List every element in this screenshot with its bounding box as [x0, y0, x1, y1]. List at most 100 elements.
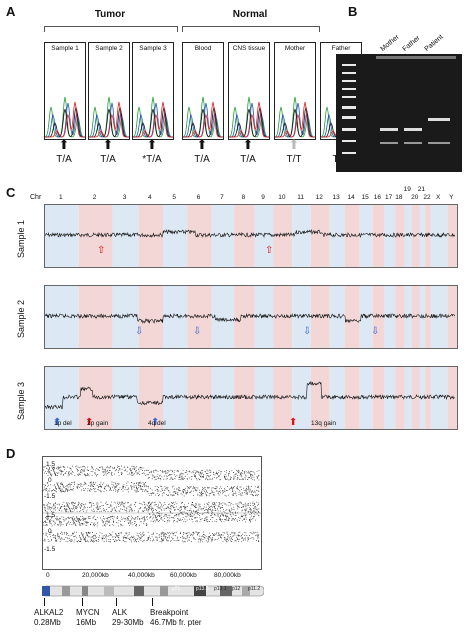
chr-band	[329, 205, 345, 267]
chromatogram-1: Sample 1	[44, 42, 86, 140]
gain-arrow-icon: ⬆	[289, 417, 297, 428]
y-tick: 0	[48, 528, 52, 535]
chr-band	[292, 205, 311, 267]
chr-label-1: 1	[59, 194, 63, 201]
chromosome-ideogram: p21 p13.3 p13.1 p12 p11.2	[41, 584, 265, 597]
sample1-label: Sample 1	[16, 219, 26, 258]
sample3-plot: ⬆ ⬆ ⬆ ⬆	[44, 366, 458, 430]
genotype-label: T/A	[240, 154, 256, 165]
copy-number-trace	[45, 229, 456, 238]
gel-lane-labels: Mother Father Patient	[370, 10, 460, 60]
chr-label-17: 17	[384, 194, 393, 201]
chr-band	[425, 367, 431, 429]
chr-label-12: 12	[315, 194, 323, 201]
gene-mycn: MYCN 16Mb	[76, 608, 100, 627]
chr-label-10: 10	[278, 194, 286, 201]
chr-band	[162, 367, 188, 429]
panel-a-label: A	[6, 4, 16, 19]
genotype-label: T/T	[286, 154, 302, 165]
chr-axis-label: Chr	[30, 194, 42, 201]
tumor-bracket	[44, 26, 178, 32]
x-tick: 80,000kb	[214, 572, 241, 579]
deletion-arrow-icon: ⇩	[303, 326, 311, 337]
chr-label-4: 4	[147, 194, 152, 201]
band-label: p21	[172, 586, 181, 592]
marker-breakpoint	[152, 598, 153, 606]
chr-band	[254, 367, 274, 429]
normal-bracket	[182, 26, 320, 32]
chr-band	[234, 205, 255, 267]
chr-band	[412, 367, 420, 429]
chr-band	[404, 205, 413, 267]
chr-band	[372, 205, 384, 267]
genotype-label: T/A	[56, 154, 72, 165]
chr-label-8: 8	[241, 194, 246, 201]
chr-label-22: 22	[423, 194, 431, 201]
band-label: p13.3	[196, 586, 209, 592]
normal-group-label: Normal	[232, 9, 268, 20]
chr-band	[162, 205, 188, 267]
chromatogram-6: Mother	[274, 42, 316, 140]
x-tick: 40,000kb	[128, 572, 155, 579]
genotype-label: T/A	[100, 154, 116, 165]
marker-alkal2	[44, 598, 45, 606]
marker-mycn	[82, 598, 83, 606]
chr-label-X: X	[436, 194, 441, 201]
chromatogram-2: Sample 2	[88, 42, 130, 140]
chr-label-19: 19	[403, 186, 411, 193]
lane-label-patient: Patient	[423, 33, 445, 53]
chr-label-5: 5	[172, 194, 176, 201]
deletion-arrow-icon: ⬆	[53, 417, 61, 428]
chr-band	[234, 367, 255, 429]
sample3-label: Sample 3	[16, 381, 26, 420]
marker-alk	[116, 598, 117, 606]
chr-band	[383, 367, 396, 429]
chr-band	[45, 367, 79, 429]
sample-name: Sample 2	[95, 45, 123, 52]
gel-image	[336, 54, 462, 172]
chr-band	[344, 205, 360, 267]
y-tick: -1.5	[44, 546, 56, 553]
y-tick: -1.5	[44, 493, 56, 500]
deletion-arrow-icon: ⇩	[135, 326, 143, 337]
genotype-arrow: ⬆	[196, 137, 208, 152]
gain-arrow-icon: ⇧	[97, 245, 105, 256]
annot-13q-gain: 13q gain	[311, 420, 336, 427]
gel-bands	[342, 56, 456, 154]
tumor-group-label: Tumor	[94, 9, 126, 20]
sample2-label: Sample 2	[16, 299, 26, 338]
annot-1p-del: 1p del	[54, 420, 72, 427]
x-tick: 60,000kb	[170, 572, 197, 579]
chr-band	[344, 286, 360, 348]
gene-breakpoint: Breakpoint 46.7Mb fr. pter	[150, 608, 202, 627]
chr-label-Y: Y	[449, 194, 454, 201]
genotype-arrow: ⬆	[288, 137, 300, 152]
chr-band	[112, 286, 139, 348]
chr-band	[404, 367, 413, 429]
chromatogram-5: CNS tissue	[228, 42, 270, 140]
x-tick: 20,000kb	[82, 572, 109, 579]
chr-band	[359, 367, 373, 429]
chr-band	[162, 286, 188, 348]
chr-band	[211, 286, 235, 348]
copy-number-trace	[45, 313, 456, 324]
chr-label-14: 14	[347, 194, 355, 201]
chr-label-11: 11	[297, 194, 304, 201]
scatter-plot-frame	[42, 456, 262, 570]
sample-name: Mother	[284, 45, 306, 52]
gain-arrow-icon: ⬆	[85, 417, 93, 428]
chr-label-2: 2	[92, 194, 97, 201]
panel-b-label: B	[348, 4, 358, 19]
chr-band	[419, 367, 426, 429]
chr-label-6: 6	[196, 194, 201, 201]
band-label: p12	[232, 586, 241, 592]
chr-label-15: 15	[361, 194, 369, 201]
sample-name: Blood	[194, 45, 212, 52]
chr-label-9: 9	[261, 194, 265, 201]
genotype-arrow: ⬆	[58, 137, 70, 152]
chr-band	[425, 286, 431, 348]
chr-band	[138, 367, 163, 429]
gain-arrow-icon: ⇧	[265, 245, 273, 256]
chr-band	[372, 367, 384, 429]
band-label: p13.1	[214, 586, 227, 592]
